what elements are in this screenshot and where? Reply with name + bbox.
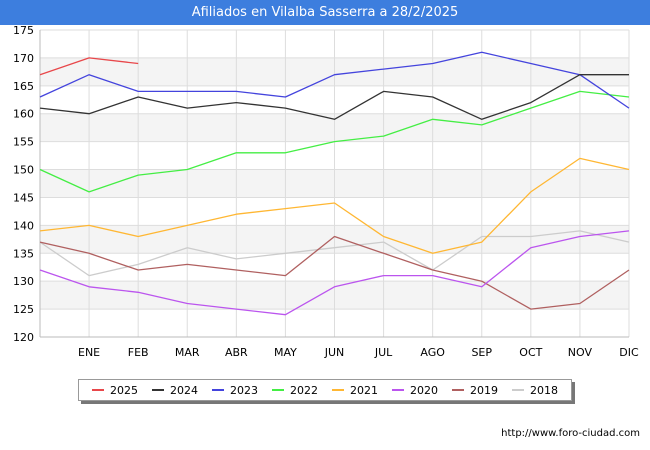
x-tick-label: FEB [128, 346, 149, 359]
series-lines [39, 51, 630, 316]
y-tick-label: 130 [13, 275, 34, 288]
x-tick-label: OCT [519, 346, 542, 359]
footer-url: http://www.foro-ciudad.com [501, 428, 640, 439]
legend: 2025 2024 2023 2022 2021 2020 2019 2018 [78, 379, 572, 401]
series-line-2021 [39, 157, 630, 254]
x-tick-label: MAR [175, 346, 200, 359]
series-line-2024 [39, 74, 629, 120]
legend-swatch [152, 389, 164, 391]
legend-item-2021: 2021 [332, 384, 378, 397]
legend-item-2022: 2022 [272, 384, 318, 397]
y-axis-ticks: 120 125 130 135 140 145 150 155 160 165 170 175 [13, 25, 34, 344]
legend-label: 2018 [530, 383, 558, 397]
y-tick-label: 125 [13, 303, 34, 316]
x-axis-ticks: ENE FEB MAR ABR MAY JUN JUL AGO SEP OCT NOV DIC [78, 346, 639, 359]
x-tick-label: ENE [78, 346, 100, 359]
x-tick-label: AGO [420, 346, 445, 359]
y-tick-label: 160 [13, 108, 34, 121]
grid-lines [39, 29, 630, 338]
legend-label: 2019 [470, 383, 498, 397]
series-line-2025 [39, 57, 139, 76]
y-tick-label: 150 [13, 164, 34, 177]
legend-label: 2020 [410, 383, 438, 397]
legend-item-2024: 2024 [152, 384, 198, 397]
legend-swatch [392, 389, 404, 391]
legend-item-2020: 2020 [392, 384, 438, 397]
legend-item-2019: 2019 [452, 384, 498, 397]
legend-swatch [92, 389, 104, 391]
y-tick-label: 135 [13, 247, 34, 260]
legend-label: 2022 [290, 383, 318, 397]
legend-swatch [272, 389, 284, 391]
x-tick-label: JUL [374, 346, 393, 359]
series-line-2019 [39, 235, 630, 310]
y-tick-label: 155 [13, 136, 34, 149]
legend-label: 2025 [110, 383, 138, 397]
legend-item-2025: 2025 [92, 384, 138, 397]
y-tick-label: 145 [13, 191, 34, 204]
line-chart: 120 125 130 135 140 145 150 155 160 165 170 175 ENE… [13, 25, 639, 359]
legend-label: 2021 [350, 383, 378, 397]
legend-swatch [452, 389, 464, 391]
x-tick-label: SEP [471, 346, 492, 359]
legend-swatch [512, 389, 524, 391]
series-line-2023 [39, 51, 630, 109]
x-tick-label: NOV [568, 346, 593, 359]
legend-swatch [332, 389, 344, 391]
x-tick-label: MAY [274, 346, 297, 359]
series-line-2018 [39, 230, 630, 277]
chart-title: Afiliados en Vilalba Sasserra a 28/2/202… [0, 0, 650, 25]
legend-label: 2023 [230, 383, 258, 397]
y-tick-label: 165 [13, 80, 34, 93]
y-tick-label: 120 [13, 331, 34, 344]
y-tick-label: 175 [13, 25, 34, 37]
series-line-2022 [39, 90, 630, 193]
legend-swatch [212, 389, 224, 391]
legend-item-2018: 2018 [512, 384, 558, 397]
series-line-2020 [39, 230, 630, 316]
y-tick-label: 170 [13, 52, 34, 65]
x-tick-label: JUN [324, 346, 345, 359]
x-tick-label: DIC [619, 346, 639, 359]
x-tick-label: ABR [225, 346, 248, 359]
legend-label: 2024 [170, 383, 198, 397]
legend-item-2023: 2023 [212, 384, 258, 397]
y-tick-label: 140 [13, 219, 34, 232]
